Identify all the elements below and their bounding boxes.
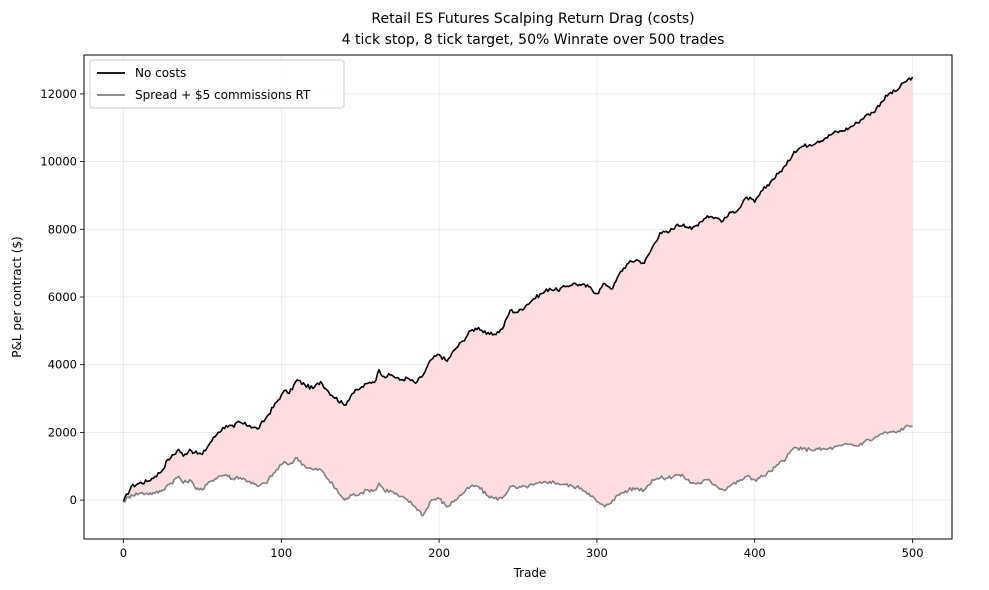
series-line-no-costs: [122, 76, 914, 503]
y-axis-label: P&L per contract ($): [10, 236, 24, 358]
y-tick-label: 12000: [40, 87, 77, 101]
x-axis-label: Trade: [513, 566, 547, 580]
x-tick-label: 300: [586, 546, 608, 560]
x-tick-label: 100: [270, 546, 292, 560]
legend-label-with-costs: Spread + $5 commissions RT: [135, 88, 311, 102]
x-tick-label: 400: [744, 546, 766, 560]
legend: No costs Spread + $5 commissions RT: [89, 59, 345, 109]
y-tick-label: 8000: [48, 222, 77, 236]
x-tick-label: 500: [902, 546, 924, 560]
x-tick-label: 200: [428, 546, 450, 560]
chart-subtitle: 4 tick stop, 8 tick target, 50% Winrate …: [342, 32, 725, 48]
y-tick-label: 10000: [40, 155, 77, 169]
x-axis-ticks: 0 100 200 300 400 500: [120, 539, 924, 560]
y-tick-label: 6000: [48, 290, 77, 304]
y-tick-label: 0: [70, 493, 77, 507]
y-tick-label: 4000: [48, 358, 77, 372]
legend-box: [89, 59, 345, 109]
chart-title: Retail ES Futures Scalping Return Drag (…: [371, 11, 694, 27]
y-tick-label: 2000: [48, 425, 77, 439]
x-tick-label: 0: [120, 546, 127, 560]
legend-label-no-costs: No costs: [135, 66, 186, 80]
y-axis-ticks: 0 2000 4000 6000 8000 10000 12000: [40, 87, 84, 507]
fill-between-area: [123, 77, 913, 516]
series-line-with-costs: [123, 424, 913, 517]
series-layer: [122, 76, 914, 517]
